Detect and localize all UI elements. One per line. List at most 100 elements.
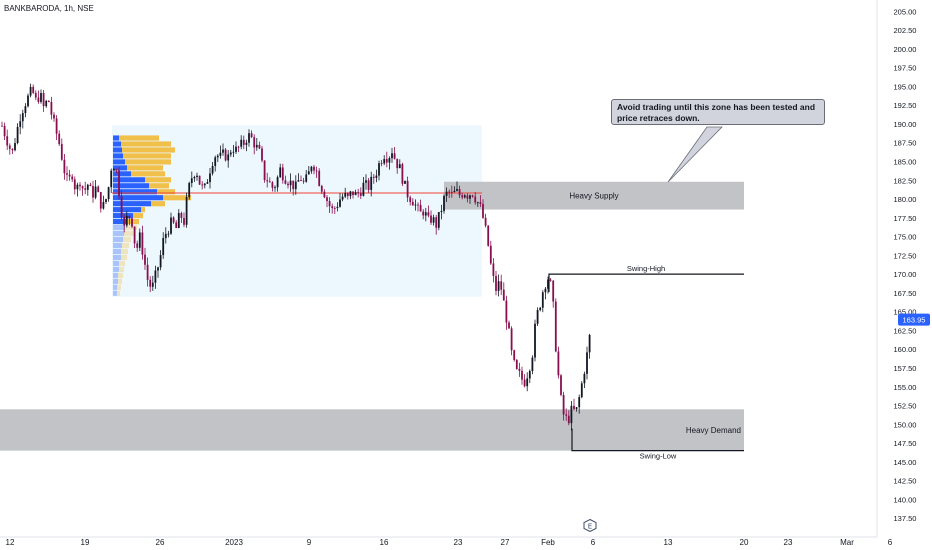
volume-profile-bar-gold [119, 135, 159, 141]
candle-body [235, 146, 237, 152]
price-tick-label: 187.50 [894, 139, 917, 148]
candle-body [372, 176, 375, 178]
time-axis[interactable]: 12 19 26 2023 9 16 23 27 Feb 6 13 20 23 Mar 6 [6, 538, 893, 547]
candle-body [63, 159, 66, 174]
time-tick-label: 23 [784, 538, 793, 547]
candle-body [201, 184, 204, 186]
price-tick-label: 157.50 [894, 364, 917, 373]
candle-body [107, 187, 110, 200]
time-tick-label: 27 [501, 538, 510, 547]
candle-body [29, 86, 32, 96]
candle-body [526, 378, 529, 387]
candle-body [536, 310, 539, 324]
candle-body [242, 139, 245, 145]
candle-body [430, 215, 432, 223]
last-price-label: 163.95 [903, 316, 926, 325]
volume-profile-bar-blue [113, 213, 133, 219]
candle-body [484, 217, 487, 226]
candle-body [318, 170, 321, 186]
volume-profile-bar-gold [121, 141, 171, 147]
candle-body [354, 192, 357, 196]
candle-body [497, 281, 500, 291]
volume-profile-bar-blue [113, 278, 118, 284]
candle-body [552, 280, 555, 302]
candle-body [323, 191, 326, 198]
candle-body [391, 153, 393, 159]
candle-body [362, 182, 365, 196]
candle-body [185, 197, 188, 225]
candle-body [346, 193, 349, 197]
callout-note[interactable]: Avoid trading until this zone has been t… [611, 99, 825, 125]
candle-body [68, 174, 71, 177]
candle-body [513, 350, 516, 360]
candle-body [463, 195, 466, 198]
volume-profile-bar-gold [127, 219, 139, 225]
candle-body [440, 211, 443, 213]
candle-body [414, 204, 417, 206]
time-tick-label: 9 [307, 538, 312, 547]
callout-pointer [667, 126, 723, 183]
swing-high-label: Swing-High [627, 264, 665, 273]
candle-body [196, 175, 198, 177]
candle-body [461, 195, 464, 198]
price-axis[interactable]: 137.50 140.00 142.50 145.00 147.50 150.00 152.… [894, 7, 930, 523]
candle-body [352, 191, 354, 196]
candle-body [375, 175, 378, 178]
time-tick-label: 16 [380, 538, 389, 547]
volume-profile-bar-gold [163, 195, 191, 201]
price-tick-label: 137.50 [894, 514, 917, 523]
events-icon[interactable]: E [583, 519, 597, 532]
time-tick-label: 26 [156, 538, 165, 547]
candle-body [84, 188, 87, 190]
candle-body [388, 158, 391, 163]
candle-body [328, 201, 331, 207]
candle-body [359, 193, 362, 196]
candle-body [419, 204, 422, 212]
candle-body [588, 334, 591, 353]
volume-profile-bar-gold [151, 201, 165, 207]
candle-body [58, 133, 61, 145]
volume-profile-bar-blue [113, 236, 123, 243]
candle-body [450, 191, 453, 193]
candle-body [258, 144, 261, 149]
candle-body [50, 101, 53, 115]
volume-profile-bar-blue [113, 141, 121, 147]
volume-profile-bar-gold [157, 189, 175, 195]
price-tick-label: 192.50 [894, 101, 917, 110]
volume-profile-bar-blue [113, 135, 119, 141]
candle-body [583, 373, 586, 384]
candle-body [224, 149, 227, 161]
candle-body [237, 146, 240, 148]
volume-profile-bar-blue [113, 201, 151, 207]
candle-body [11, 148, 14, 151]
candle-body [105, 199, 107, 203]
candle-body [253, 137, 256, 148]
candle-body [232, 151, 235, 153]
candle-body [40, 93, 42, 102]
candle-body [471, 195, 474, 197]
candle-body [188, 183, 191, 198]
candle-body [393, 153, 396, 159]
candle-body [310, 166, 313, 172]
candle-body [487, 225, 490, 246]
candle-body [120, 196, 123, 217]
volume-profile-bar-blue [113, 266, 119, 272]
price-tick-label: 155.00 [894, 383, 917, 392]
candle-body [214, 157, 217, 167]
candle-body [27, 95, 29, 107]
candle-body [565, 414, 568, 416]
candle-body [245, 142, 248, 145]
candle-body [180, 213, 183, 219]
volume-profile-bar-blue [113, 219, 127, 225]
candle-body [575, 407, 578, 410]
candle-body [544, 288, 547, 293]
candle-body [560, 375, 562, 395]
demand-zone [0, 409, 744, 451]
volume-profile-bar-gold [141, 207, 145, 213]
volume-profile-bar-gold [117, 284, 121, 290]
candle-body [502, 289, 505, 301]
candle-body [495, 275, 497, 291]
candle-body [255, 144, 258, 148]
candle-body [198, 175, 201, 185]
